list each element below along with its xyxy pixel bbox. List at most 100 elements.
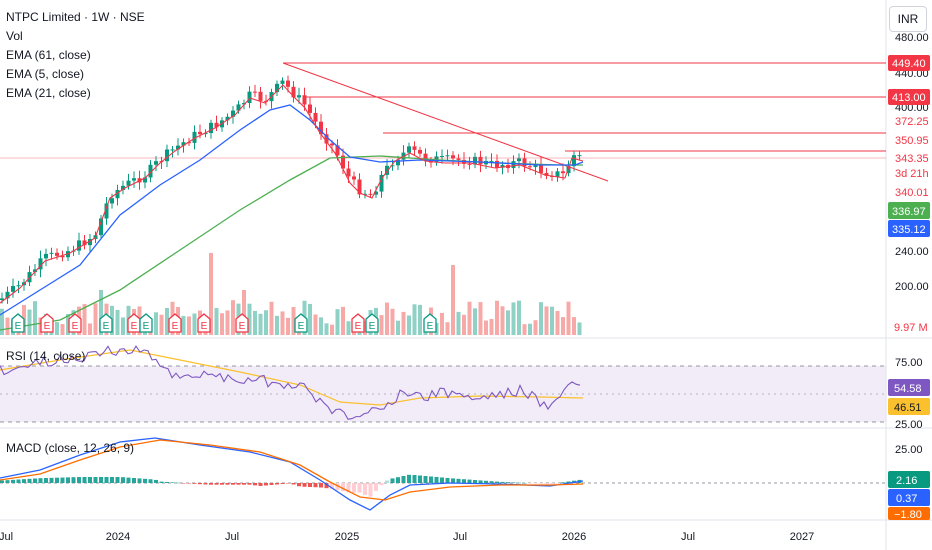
candle-body [297,95,301,98]
candle-body [390,165,395,167]
macd-histogram-bar [324,483,329,489]
candle-body [258,91,263,101]
candle-body [335,145,340,156]
volume-bar [82,304,87,335]
candle-body [363,193,367,195]
macd-histogram-bar [440,477,444,483]
earnings-marker[interactable]: E [11,313,25,333]
candle-body [33,269,37,273]
earnings-marker[interactable]: E [423,313,437,333]
volume-bar [93,303,98,335]
volume-bar [187,316,191,335]
earnings-marker[interactable]: E [68,313,82,333]
macd-histogram-bar [159,481,164,483]
legend-macd[interactable]: MACD (close, 12, 26, 9) [6,441,135,455]
macd-histogram-bar [71,477,76,483]
legend-ema5[interactable]: EMA (5, close) [6,67,85,81]
candle-body [181,142,186,146]
volume-bar [121,317,125,335]
volume-bar [473,308,477,335]
legend-vol[interactable]: Vol [6,29,23,43]
candle-body [379,174,384,192]
macd-histogram-bar [484,480,488,483]
candle-body [5,291,10,299]
candle-body [561,171,565,174]
volume-bar [500,306,505,335]
macd-histogram-bar [423,475,428,483]
time-label-2027: 2027 [790,531,814,543]
legend-ema61[interactable]: EMA (61, close) [6,48,91,62]
macd-histogram-bar [93,477,98,483]
earnings-marker[interactable]: E [40,313,54,333]
volume-bar [407,315,411,335]
volume-bar [572,317,576,335]
earnings-marker[interactable]: E [365,313,379,333]
candle-body [368,193,373,195]
volume-bar [412,304,417,335]
volume-bar [401,311,406,335]
rsi-ma-value-label: 46.51 [894,402,922,414]
earnings-marker[interactable]: E [235,313,249,333]
candle-body [154,161,158,165]
candle-body [357,179,362,195]
candle-body [275,83,279,93]
volume-bar [346,321,351,335]
macd-histogram-bar [335,483,340,491]
macd-histogram-bar [511,482,516,483]
macd-histogram-bar [500,481,505,483]
candle-body [352,176,356,180]
volume-bar [258,313,263,335]
macd-histogram-bar [297,483,301,487]
volume-bar [115,309,120,335]
candle-body [445,155,450,157]
legend-rsi[interactable]: RSI (14, close) [6,349,86,363]
candle-body [77,240,81,251]
macd-histogram-bar [434,476,439,483]
trend-line[interactable] [282,62,609,182]
macd-histogram-bar [467,479,472,483]
price-tick-480: 480.00 [895,32,929,44]
macd-histogram-bar [445,477,450,483]
volume-bar [385,302,389,335]
candle-body [143,177,147,183]
earnings-marker[interactable]: E [127,313,141,333]
macd-histogram-bar [506,482,510,483]
candle-body [374,191,378,195]
time-label-2024: 2024 [106,531,130,543]
price-label-449-bg [888,55,930,71]
volume-bar [363,320,367,335]
volume-bar [319,317,323,335]
earnings-marker[interactable]: E [294,313,308,333]
macd-histogram-bar [429,476,433,483]
candle-body [16,285,21,287]
macd-histogram-bar [561,482,565,483]
volume-bar [220,313,224,335]
legend-ema21[interactable]: EMA (21, close) [6,86,91,100]
symbol-title[interactable]: NTPC Limited · 1W · NSE [6,10,145,24]
earnings-marker[interactable]: E [197,313,211,333]
earnings-marker[interactable]: E [139,313,153,333]
candle-body [572,155,576,167]
volume-bar [60,324,65,335]
currency-button[interactable]: INR [889,6,927,32]
macd-histogram-bar [55,477,59,483]
ema21-value-label: 335.12 [892,224,926,236]
earnings-marker[interactable]: E [351,313,365,333]
earnings-marker[interactable]: E [168,313,182,333]
macd-histogram-bar [16,479,21,483]
earnings-marker[interactable]: E [99,313,113,333]
macd-histogram-bar [137,478,142,483]
candle-body [176,145,180,150]
volume-bar [55,322,59,335]
candle-body [55,252,59,256]
macd-histogram-bar [401,476,406,483]
macd-histogram-bar [368,483,373,497]
volume-bar [577,322,582,335]
macd-histogram-bar [154,479,158,483]
macd-histogram-bar [60,477,65,483]
volume-bar [247,303,252,335]
svg-text:E: E [44,321,51,332]
macd-histogram-bar [275,483,279,485]
